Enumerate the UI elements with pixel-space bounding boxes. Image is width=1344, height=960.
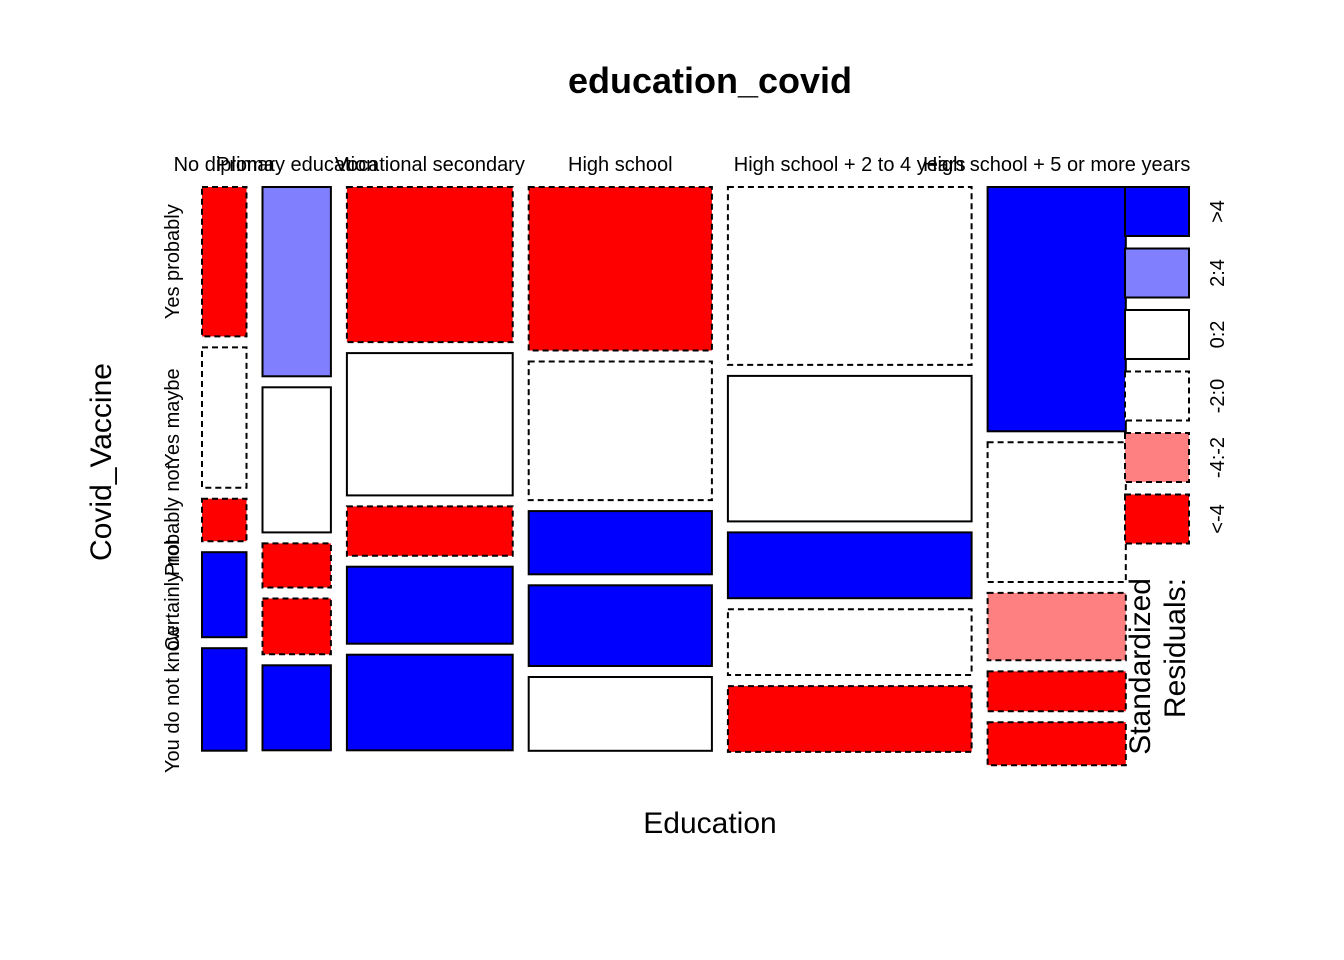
- mosaic-tile: [527, 676, 713, 752]
- row-label: Yes maybe: [162, 368, 184, 466]
- mosaic-tile: [527, 186, 713, 352]
- mosaic-tile: [201, 497, 248, 543]
- mosaic-tile: [726, 374, 973, 523]
- mosaic-tile: [261, 386, 332, 534]
- mosaic-tile: [201, 346, 248, 489]
- legend-label: -2:0: [1207, 379, 1229, 413]
- legend-label: 0:2: [1207, 321, 1229, 349]
- mosaic-tile: [261, 186, 332, 378]
- mosaic-tile: [345, 653, 514, 752]
- row-label: Probably not: [162, 463, 184, 576]
- legend-title-line2: Residuals:: [1159, 578, 1192, 718]
- legend-label: >4: [1207, 200, 1229, 223]
- mosaic-tile: [345, 186, 514, 344]
- row-label: Certainly not: [162, 538, 184, 651]
- legend-swatch: [1124, 309, 1190, 360]
- column-label: Vocational secondary: [335, 154, 525, 176]
- mosaic-tile: [345, 565, 514, 645]
- mosaic-tile: [261, 542, 332, 589]
- mosaic-tile: [527, 510, 713, 576]
- mosaic-tile: [345, 352, 514, 497]
- column-label: High school: [568, 154, 673, 176]
- chart-title: education_covid: [568, 60, 852, 101]
- mosaic-tile: [726, 608, 973, 677]
- mosaic-tile: [986, 670, 1127, 713]
- mosaic-tile: [527, 584, 713, 667]
- mosaic-tile: [726, 186, 973, 366]
- legend-title-line1: Standardized: [1124, 578, 1157, 755]
- mosaic-tile: [201, 551, 248, 639]
- legend-swatch: [1124, 493, 1190, 545]
- x-axis-label: Education: [643, 807, 776, 840]
- legend: Standardized Residuals: >4 2:4 0:2 -2:0 -4:-…: [1124, 186, 1229, 755]
- legend-label: 2:4: [1207, 259, 1229, 287]
- mosaic-tile: [986, 186, 1127, 433]
- legend-swatch: [1124, 370, 1190, 422]
- row-label: You do not know: [162, 625, 184, 773]
- row-label: Yes probably: [162, 204, 184, 319]
- mosaic-tile: [201, 647, 248, 752]
- y-axis-label: Covid_Vaccine: [85, 363, 118, 561]
- legend-swatch: [1124, 247, 1190, 299]
- mosaic-tile: [986, 721, 1127, 767]
- mosaic-tile: [726, 685, 973, 753]
- mosaic-tile: [527, 360, 713, 502]
- mosaic-tile: [726, 531, 973, 600]
- column-label: Primary education: [216, 154, 377, 176]
- legend-swatch: [1124, 186, 1190, 237]
- mosaic-tile: [345, 505, 514, 557]
- mosaic-tile: [261, 597, 332, 656]
- mosaic-tile: [261, 664, 332, 752]
- column-label: No diploma: [174, 154, 276, 176]
- mosaic-tile: [986, 441, 1127, 583]
- mosaic-tile: [986, 591, 1127, 662]
- column-label: High school + 2 to 4 years: [734, 154, 966, 176]
- column-label: High school + 5 or more years: [923, 154, 1190, 176]
- legend-swatch: [1124, 432, 1190, 483]
- mosaic-tiles: [201, 186, 1127, 767]
- legend-label: <-4: [1207, 504, 1229, 533]
- mosaic-tile: [201, 186, 248, 338]
- legend-label: -4:-2: [1207, 437, 1229, 478]
